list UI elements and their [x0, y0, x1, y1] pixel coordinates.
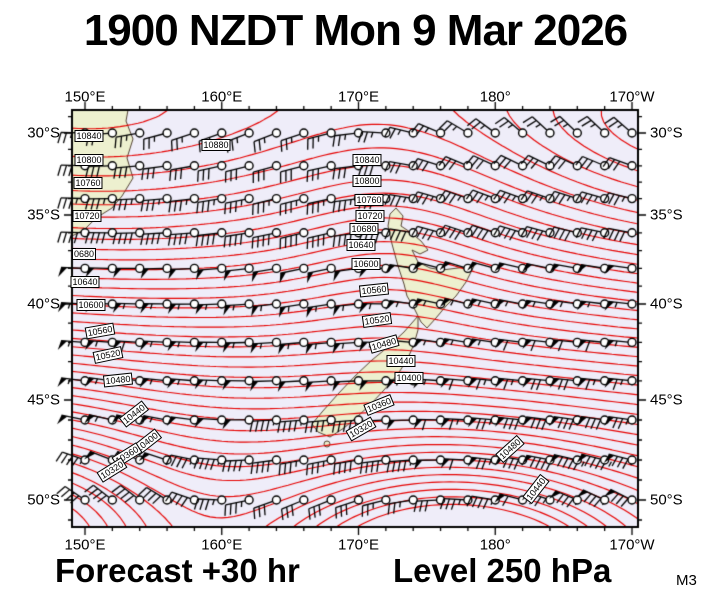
lat-tick-label-left: 50°S: [27, 491, 60, 509]
contour-label: 10440: [386, 355, 416, 367]
lat-tick-label-right: 30°S: [650, 124, 683, 142]
lat-tick-label-left: 30°S: [27, 124, 60, 142]
contour-label: 10760: [73, 177, 103, 189]
contour-label: 10760: [354, 194, 384, 206]
contour-label: 10880: [201, 139, 231, 151]
lon-tick-label-bottom: 170°W: [609, 536, 655, 554]
lon-tick-label-bottom: 150°E: [64, 536, 106, 554]
lon-tick-label-bottom: 170°E: [337, 536, 380, 554]
lon-tick-label-bottom: 160°E: [201, 536, 243, 554]
lon-tick-label-bottom: 180°: [479, 536, 511, 554]
contour-label: 10640: [70, 276, 100, 288]
forecast-label: Forecast +30 hr: [55, 552, 300, 589]
lat-tick-label-left: 35°S: [27, 206, 60, 224]
contour-label: 10400: [394, 372, 424, 384]
lat-tick-label-right: 50°S: [650, 491, 683, 509]
lat-tick-label-left: 40°S: [27, 295, 60, 313]
lon-tick-label-top: 170°E: [337, 88, 380, 106]
contour-label: 10840: [352, 154, 382, 166]
lat-tick-label-right: 45°S: [650, 391, 683, 409]
lat-tick-label-left: 45°S: [27, 391, 60, 409]
contour-label: 10840: [74, 130, 104, 142]
contour-label: 10680: [349, 223, 379, 235]
lon-tick-label-top: 160°E: [201, 88, 243, 106]
lon-tick-label-top: 180°: [479, 88, 511, 106]
lat-tick-label-right: 35°S: [650, 206, 683, 224]
model-watermark: M3: [676, 572, 697, 589]
contour-label: 10800: [74, 154, 104, 166]
lat-tick-label-right: 40°S: [650, 295, 683, 313]
contour-label: 10720: [72, 210, 102, 222]
contour-label: 10600: [351, 258, 381, 270]
contour-label: 0680: [71, 248, 97, 260]
lon-tick-label-top: 170°W: [609, 88, 655, 106]
contour-label: 10640: [346, 239, 376, 251]
contour-label: 10720: [355, 210, 385, 222]
contour-label: 10800: [352, 175, 382, 187]
contour-label: 10600: [76, 299, 106, 311]
lon-tick-label-top: 150°E: [64, 88, 106, 106]
level-label: Level 250 hPa: [393, 552, 612, 589]
